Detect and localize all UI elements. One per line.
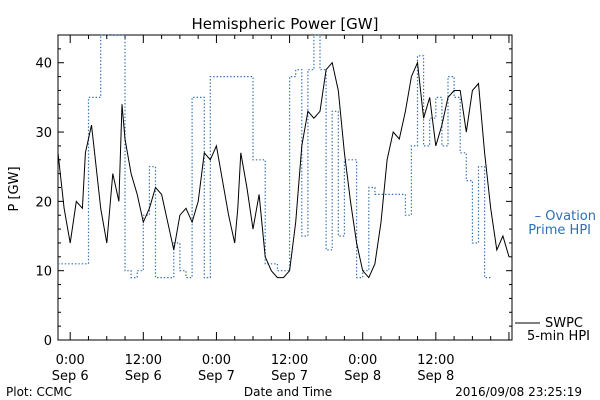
x-tick-date-label: Sep 6 [125,369,162,384]
x-tick-date-label: Sep 7 [198,369,235,384]
legend-swpc-line1: SWPC [545,316,583,331]
x-tick-time-label: 0:00 [56,353,85,368]
y-axis-label: P [GW] [7,166,22,211]
x-tick-date-label: Sep 8 [417,369,454,384]
legend-ovation-line2: Prime HPI [528,223,591,238]
x-tick-time-label: 0:00 [348,353,377,368]
legend-swpc: SWPC 5-min HPI [515,316,590,344]
footer-plot-credit: Plot: CCMC [6,385,72,399]
x-tick-date-label: Sep 7 [271,369,308,384]
x-tick-time-label: 12:00 [271,353,308,368]
y-tick-label: 10 [35,265,52,280]
legend-ovation-name: Ovation [545,209,596,224]
x-axis-label: Date and Time [244,385,332,399]
swpc-5min-hpi-line [57,60,510,279]
y-tick-label: 20 [35,195,52,210]
plot-frame [57,34,513,341]
legend-swpc-line2: 5-min HPI [527,329,590,344]
legend-ovation-line1: – Ovation [535,209,596,224]
y-tick-label: 30 [35,126,52,141]
x-tick-date-label: Sep 8 [344,369,381,384]
legend-ovation-dash: – [535,209,542,224]
y-axis: 0 10 20 30 40 [35,48,512,349]
ovation-prime-hpi-line [58,34,491,279]
footer-timestamp: 2016/09/08 23:25:19 [455,385,582,399]
y-tick-label: 40 [35,57,52,72]
x-tick-time-label: 0:00 [202,353,231,368]
y-tick-label: 0 [44,334,52,349]
chart-title: Hemispheric Power [GW] [192,15,379,33]
legend-ovation: – Ovation Prime HPI [528,209,596,238]
x-tick-time-label: 12:00 [125,353,162,368]
x-tick-time-label: 12:00 [417,353,454,368]
x-tick-date-label: Sep 6 [52,369,89,384]
